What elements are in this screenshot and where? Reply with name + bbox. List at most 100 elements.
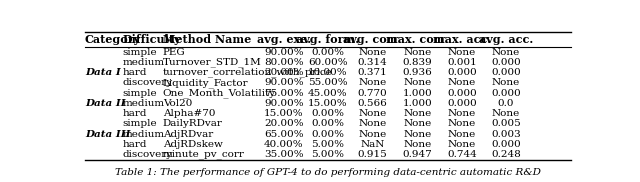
Text: None: None [358,78,387,87]
Text: 5.00%: 5.00% [312,150,344,159]
Text: Vol20: Vol20 [163,99,192,108]
Text: None: None [492,78,520,87]
Text: medium: medium [122,58,164,67]
Text: 1.000: 1.000 [403,89,432,98]
Text: simple: simple [122,48,157,57]
Text: 0.000: 0.000 [491,89,521,98]
Text: 0.000: 0.000 [447,89,477,98]
Text: 15.00%: 15.00% [264,109,303,118]
Text: 40.00%: 40.00% [264,140,303,149]
Text: 0.000: 0.000 [491,68,521,77]
Text: 0.839: 0.839 [403,58,432,67]
Text: AdjRDskew: AdjRDskew [163,140,223,149]
Text: discovery: discovery [122,150,172,159]
Text: 15.00%: 15.00% [308,99,348,108]
Text: medium: medium [122,130,164,139]
Text: None: None [403,130,431,139]
Text: None: None [448,48,476,57]
Text: 80.00%: 80.00% [264,58,303,67]
Text: avg. exe.: avg. exe. [257,34,311,45]
Text: 0.000: 0.000 [447,68,477,77]
Text: Turnover_STD_1M: Turnover_STD_1M [163,58,262,67]
Text: Category: Category [85,34,141,45]
Text: 0.936: 0.936 [403,68,432,77]
Text: 0.000: 0.000 [491,58,521,67]
Text: None: None [403,48,431,57]
Text: 20.00%: 20.00% [264,119,303,128]
Text: avg. corr.: avg. corr. [344,34,402,45]
Text: 0.000: 0.000 [491,140,521,149]
Text: NaN: NaN [360,140,385,149]
Text: None: None [358,109,387,118]
Text: avg. acc.: avg. acc. [479,34,533,45]
Text: 1.000: 1.000 [403,99,432,108]
Text: 0.00%: 0.00% [312,109,344,118]
Text: None: None [358,130,387,139]
Text: 60.00%: 60.00% [308,58,348,67]
Text: 55.00%: 55.00% [308,78,348,87]
Text: None: None [448,119,476,128]
Text: Liquidity_Factor: Liquidity_Factor [163,78,248,88]
Text: None: None [492,109,520,118]
Text: 0.001: 0.001 [447,58,477,67]
Text: Data II: Data II [85,99,125,108]
Text: 0.770: 0.770 [358,89,387,98]
Text: None: None [403,140,431,149]
Text: 90.00%: 90.00% [264,48,303,57]
Text: Data III: Data III [85,130,131,139]
Text: 0.005: 0.005 [491,119,521,128]
Text: 45.00%: 45.00% [308,89,348,98]
Text: 35.00%: 35.00% [264,150,303,159]
Text: 0.00%: 0.00% [312,130,344,139]
Text: 20.00%: 20.00% [264,68,303,77]
Text: simple: simple [122,89,157,98]
Text: Difficulty: Difficulty [122,34,180,45]
Text: 0.0: 0.0 [498,99,515,108]
Text: hard: hard [122,68,147,77]
Text: None: None [448,130,476,139]
Text: 0.00%: 0.00% [312,48,344,57]
Text: Data I: Data I [85,68,121,77]
Text: AdjRDvar: AdjRDvar [163,130,213,139]
Text: discovery: discovery [122,78,172,87]
Text: hard: hard [122,109,147,118]
Text: Table 1: The performance of GPT-4 to do performing data-centric automatic R&D: Table 1: The performance of GPT-4 to do … [115,168,541,177]
Text: simple: simple [122,119,157,128]
Text: 0.371: 0.371 [358,68,387,77]
Text: 90.00%: 90.00% [264,99,303,108]
Text: 0.000: 0.000 [447,99,477,108]
Text: avg. form.: avg. form. [296,34,360,45]
Text: None: None [358,48,387,57]
Text: 10.00%: 10.00% [308,68,348,77]
Text: DailyRDvar: DailyRDvar [163,119,223,128]
Text: PEG: PEG [163,48,186,57]
Text: 0.915: 0.915 [358,150,387,159]
Text: hard: hard [122,140,147,149]
Text: None: None [403,119,431,128]
Text: turnover_correlation_with_price: turnover_correlation_with_price [163,68,333,78]
Text: 0.248: 0.248 [491,150,521,159]
Text: Method Name: Method Name [163,34,251,45]
Text: None: None [358,119,387,128]
Text: minute_pv_corr: minute_pv_corr [163,150,244,159]
Text: None: None [448,78,476,87]
Text: 0.314: 0.314 [358,58,387,67]
Text: 65.00%: 65.00% [264,130,303,139]
Text: max. acc.: max. acc. [433,34,491,45]
Text: 0.00%: 0.00% [312,119,344,128]
Text: 90.00%: 90.00% [264,78,303,87]
Text: None: None [448,109,476,118]
Text: 0.744: 0.744 [447,150,477,159]
Text: None: None [403,109,431,118]
Text: None: None [448,140,476,149]
Text: Alpha#70: Alpha#70 [163,109,215,118]
Text: None: None [403,78,431,87]
Text: medium: medium [122,99,164,108]
Text: 5.00%: 5.00% [312,140,344,149]
Text: 0.003: 0.003 [491,130,521,139]
Text: max. corr.: max. corr. [386,34,449,45]
Text: 0.947: 0.947 [403,150,432,159]
Text: One_Month_Volatility: One_Month_Volatility [163,88,276,98]
Text: 75.00%: 75.00% [264,89,303,98]
Text: 0.566: 0.566 [358,99,387,108]
